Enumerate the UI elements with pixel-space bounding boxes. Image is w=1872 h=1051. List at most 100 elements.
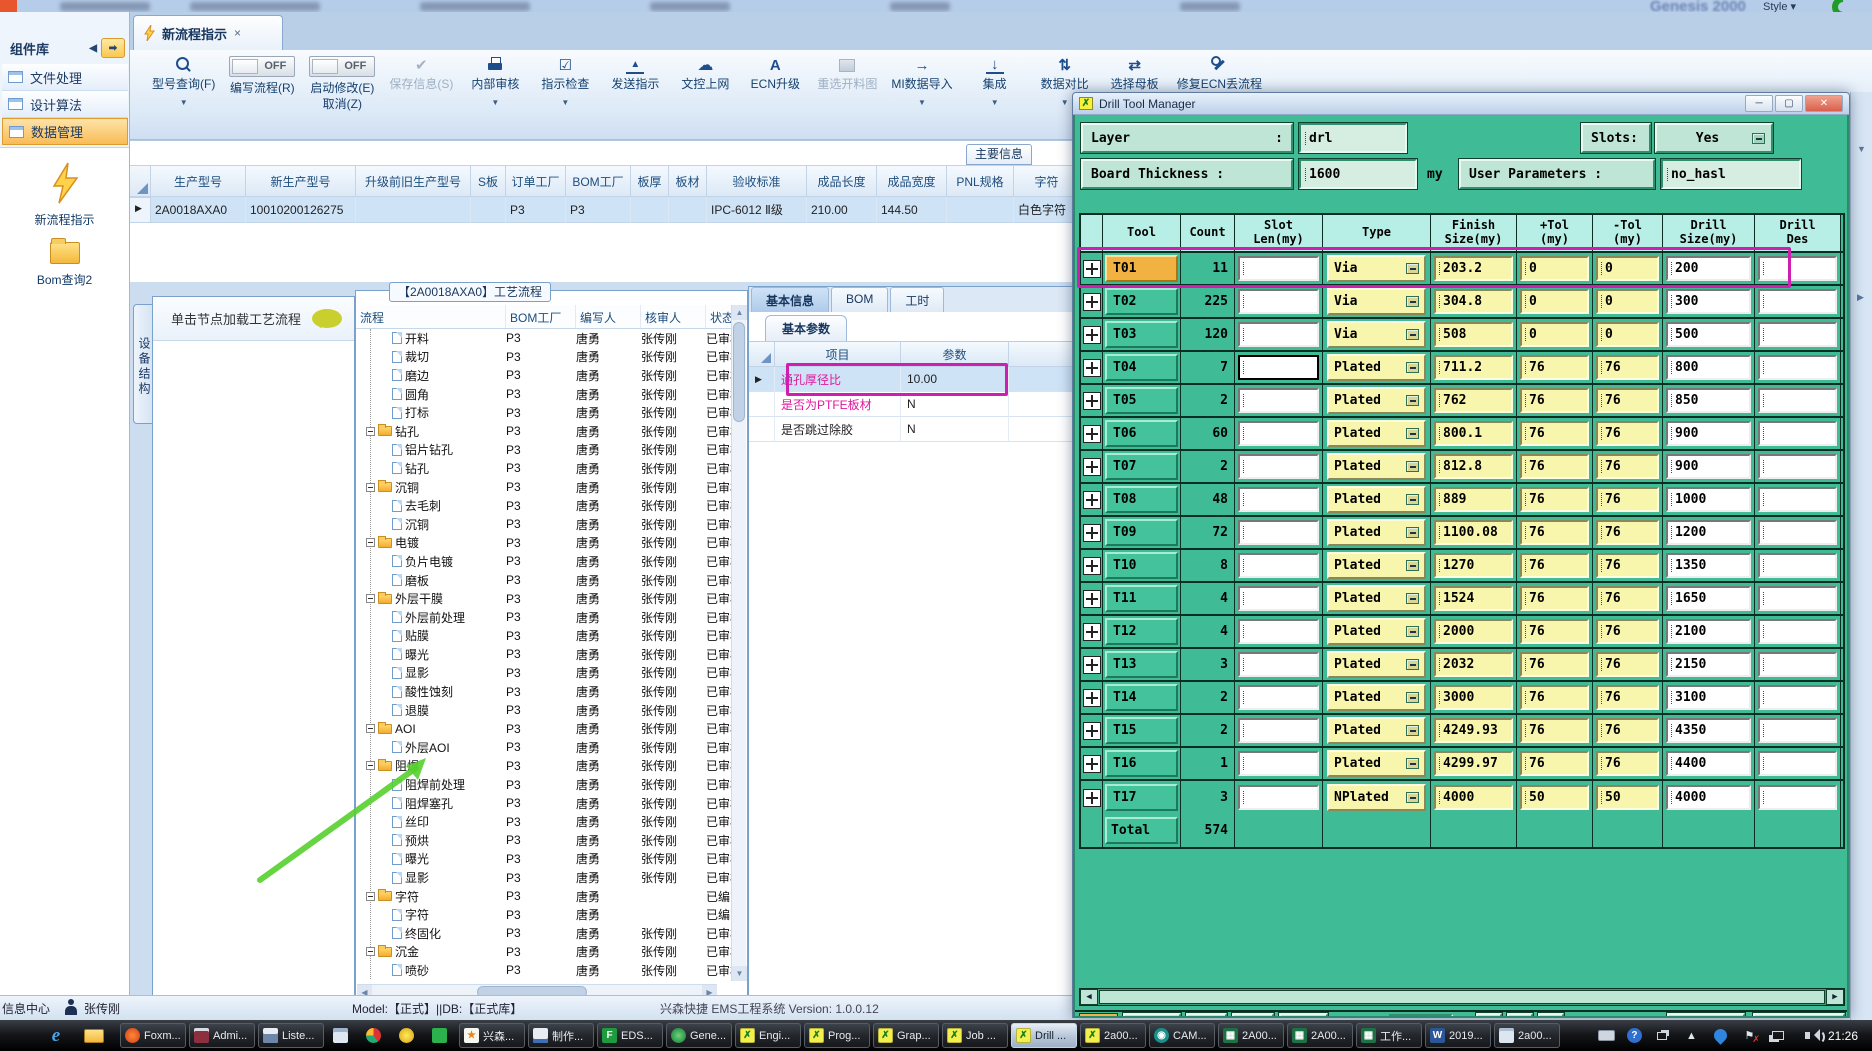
prev-button[interactable]: <-- [1184,1012,1229,1016]
drill-des-input[interactable] [1758,289,1837,314]
minus-tol-input[interactable]: 76 [1596,619,1659,644]
plus-tol-input[interactable]: 76 [1520,388,1589,413]
type-dropdown[interactable]: Plated [1327,420,1426,447]
taskbar-button[interactable]: ◉ CAM... [1149,1023,1215,1048]
param-value[interactable]: N [901,417,1009,442]
taskbar-button[interactable]: ✗ Prog... [804,1023,870,1048]
taskbar-button[interactable]: ▦ 工作... [1356,1023,1422,1048]
slot-len-input[interactable] [1238,421,1319,446]
drill-des-input[interactable] [1758,454,1837,479]
finish-size-input[interactable]: 812.8 [1434,454,1513,479]
tool-button[interactable]: T03 [1105,321,1178,348]
grid-column-header[interactable]: PNL规格 [947,165,1014,197]
last-button[interactable]: Last [1277,1012,1329,1016]
slot-len-input[interactable] [1238,619,1319,644]
tool-button[interactable]: T14 [1105,684,1178,711]
ie-icon[interactable]: e [51,1024,61,1046]
finish-size-input[interactable]: 1100.08 [1434,520,1513,545]
scrollbar-thumb[interactable] [1099,990,1825,1004]
process-tree-row[interactable]: 电镀 P3 唐勇 张传刚 已审核 [356,534,733,553]
tree-column-header[interactable]: 编写人 [576,305,641,328]
plus-tol-input[interactable]: 76 [1520,553,1589,578]
drill-size-input[interactable]: 4000 [1666,785,1751,810]
taskbar-button[interactable] [426,1023,456,1048]
process-tree-row[interactable]: 沉铜 P3 唐勇 张传刚 已审核 [356,515,733,534]
type-dropdown[interactable]: Plated [1327,651,1426,678]
style-menu[interactable]: Style ▾ [1763,1,1797,13]
slot-len-input[interactable] [1238,718,1319,743]
finish-size-input[interactable]: 800.1 [1434,421,1513,446]
slot-len-input[interactable] [1238,751,1319,776]
dropdown-caret-icon[interactable]: ▼ [179,98,188,107]
taskbar-button[interactable]: 制作... [528,1023,594,1048]
slot-len-input[interactable] [1238,388,1319,413]
drill-des-input[interactable] [1758,619,1837,644]
minus-tol-input[interactable]: 0 [1596,322,1659,347]
collapse-toggle-icon[interactable] [366,891,375,901]
drill-des-input[interactable] [1758,785,1837,810]
collapse-toggle-icon[interactable] [366,538,375,548]
type-dropdown[interactable]: Plated [1327,750,1426,777]
drill-size-input[interactable]: 300 [1666,289,1751,314]
drill-size-input[interactable]: 3100 [1666,685,1751,710]
locate-tool-icon[interactable] [1082,490,1101,509]
toolbar-item[interactable]: OFF 启动修改(E) 取消(Z) ▼ [309,56,376,112]
process-tree-row[interactable]: 曝光 P3 唐勇 张传刚 已审核 [356,645,733,664]
minus-tol-input[interactable]: 0 [1596,256,1659,281]
taskbar-button[interactable]: ✗ 2a00... [1080,1023,1146,1048]
collapse-left-icon[interactable]: ◀ [89,42,97,54]
process-tree-row[interactable]: 预烘 P3 唐勇 张传刚 已审核 [356,831,733,850]
dialog-titlebar[interactable]: ✗ Drill Tool Manager ─ ▢ ✕ [1073,93,1849,115]
plus-tol-input[interactable]: 76 [1520,586,1589,611]
drill-size-input[interactable]: 4350 [1666,718,1751,743]
window-small-icon[interactable] [1654,1028,1671,1043]
help-icon[interactable]: ? [1626,1028,1642,1043]
slot-len-input[interactable] [1238,652,1319,677]
delete-tool-button[interactable]: ✗ [1536,1012,1565,1016]
taskbar-button[interactable]: F EDS... [597,1023,663,1048]
drill-size-input[interactable]: 900 [1666,454,1751,479]
tool-button[interactable]: T05 [1105,387,1178,414]
units-dropdown[interactable]: ml/my [1666,1012,1746,1016]
process-tree-row[interactable]: 丝印 P3 唐勇 张传刚 已审核 [356,812,733,831]
toolbar-item[interactable]: 指示检查 ▼ [537,56,593,107]
toolbar-item[interactable]: 数据对比 ▼ [1037,56,1093,107]
scroll-up-icon[interactable]: ▲ [732,305,747,320]
finish-size-input[interactable]: 4299.97 [1434,751,1513,776]
off-toggle[interactable]: OFF [229,56,296,77]
scroll-right-icon[interactable]: ▶ [1826,989,1844,1005]
toolbar-item[interactable]: ECN升级 ▼ [747,56,803,92]
collapse-toggle-icon[interactable] [366,724,375,734]
plus-tol-input[interactable]: 76 [1520,619,1589,644]
sidebar-tab[interactable]: 设计算法 [2,91,128,118]
type-dropdown[interactable]: Plated [1327,684,1426,711]
tool-button[interactable]: T07 [1105,453,1178,480]
grid-column-header[interactable]: 成品长度 [807,165,877,197]
plus-tol-input[interactable]: 76 [1520,421,1589,446]
drill-size-input[interactable]: 4400 [1666,751,1751,776]
scrollbar-thumb[interactable] [733,322,745,422]
sidebar-tab[interactable]: 文件处理 [2,64,128,91]
drill-des-input[interactable] [1758,388,1837,413]
finish-size-input[interactable]: 3000 [1434,685,1513,710]
minus-tol-input[interactable]: 76 [1596,652,1659,677]
grid-column-header[interactable]: 订单工厂 [506,165,566,197]
tool-button[interactable]: T08 [1105,486,1178,513]
action-center-flag-icon[interactable]: ⚑ [1741,1028,1760,1045]
process-tree-row[interactable]: 显影 P3 唐勇 张传刚 已审核 [356,868,733,887]
drill-des-input[interactable] [1758,487,1837,512]
process-tree-row[interactable]: 裁切 P3 唐勇 张传刚 已审核 [356,348,733,367]
taskbar-button[interactable]: ✗ Job ... [942,1023,1008,1048]
finish-size-input[interactable]: 304.8 [1434,289,1513,314]
info-tab[interactable]: 工时 [890,287,945,312]
minus-tol-input[interactable]: 76 [1596,388,1659,413]
plus-tol-input[interactable]: 76 [1520,454,1589,479]
locate-tool-icon[interactable] [1082,589,1101,608]
minus-tol-input[interactable]: 50 [1596,785,1659,810]
locate-tool-icon[interactable] [1082,655,1101,674]
process-tree-row[interactable]: 负片电镀 P3 唐勇 张传刚 已审核 [356,552,733,571]
slot-mode-button[interactable]: S [1505,1012,1534,1016]
grid-column-header[interactable]: 新生产型号 [246,165,356,197]
minus-tol-input[interactable]: 76 [1596,454,1659,479]
taskbar-button[interactable] [393,1023,423,1048]
